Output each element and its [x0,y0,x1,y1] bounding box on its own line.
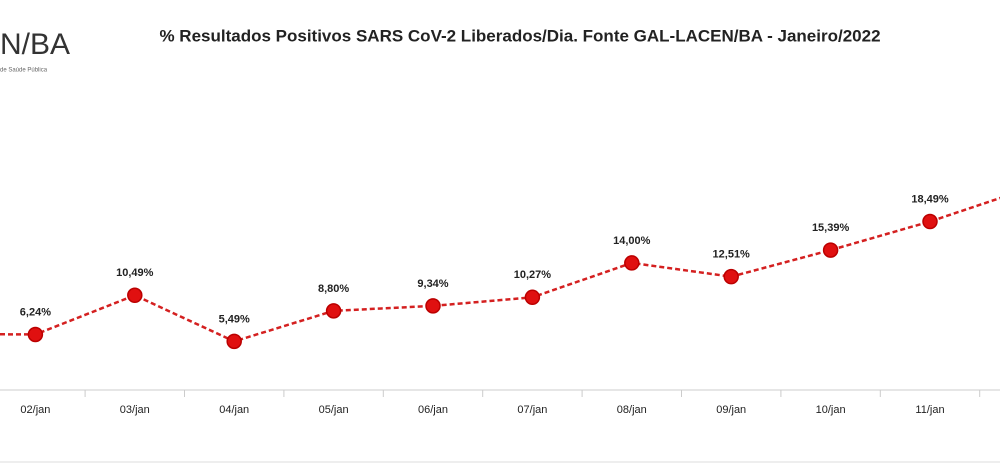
marker [325,303,342,319]
x-tick-label: 09/jan [716,404,746,416]
x-tick-label: 07/jan [517,404,547,416]
marker [723,268,739,285]
x-tick-label: 10/jan [816,404,846,416]
chart-title: % Resultados Positivos SARS CoV-2 Libera… [159,26,880,45]
x-tick-label: 06/jan [418,404,448,416]
value-label: 6,24% [20,306,51,318]
marker [822,242,839,258]
x-tick-label: 05/jan [319,404,349,416]
marker [425,298,441,314]
marker [226,333,242,350]
value-label: 14,00% [613,235,651,247]
value-label: 9,34% [417,278,448,290]
x-tick-label: 02/jan [20,404,50,416]
logo-text: N/BA [0,28,70,61]
marker [27,326,44,343]
x-tick-label: 04/jan [219,404,249,416]
marker [922,213,938,230]
marker [524,289,541,306]
line [0,196,1000,343]
value-label: 18,49% [911,193,949,205]
logo-subtext: de Saúde Pública [0,68,48,74]
x-tick-label: 08/jan [617,404,647,416]
value-label: 15,39% [812,222,850,234]
x-tick-label: 03/jan [120,404,150,416]
value-label: 5,49% [219,313,250,325]
value-label: 12,51% [713,249,751,261]
value-label: 10,27% [514,269,552,281]
marker [127,287,143,304]
value-label: 8,80% [318,283,349,295]
value-label: 10,49% [116,267,154,279]
x-tick-label: 11/jan [915,404,944,416]
marker [624,255,640,271]
